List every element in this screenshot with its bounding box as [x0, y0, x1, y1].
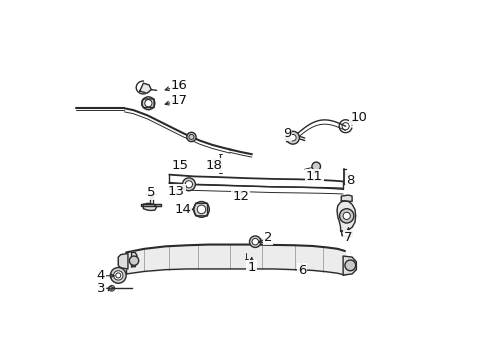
Text: 11: 11: [305, 170, 322, 183]
Polygon shape: [140, 83, 151, 93]
Polygon shape: [140, 204, 161, 206]
Circle shape: [110, 267, 126, 283]
Circle shape: [186, 132, 196, 141]
Text: 1: 1: [247, 261, 255, 274]
Circle shape: [129, 256, 139, 265]
Text: 10: 10: [349, 111, 366, 124]
Circle shape: [286, 131, 299, 144]
Polygon shape: [336, 201, 355, 231]
Circle shape: [113, 271, 122, 280]
Text: 17: 17: [170, 94, 187, 107]
Text: 5: 5: [147, 186, 155, 199]
Circle shape: [182, 178, 195, 191]
Polygon shape: [131, 252, 137, 267]
Text: 13: 13: [167, 185, 184, 198]
Circle shape: [109, 285, 115, 291]
Circle shape: [249, 236, 261, 247]
Circle shape: [144, 100, 152, 107]
Text: 7: 7: [344, 231, 352, 244]
Circle shape: [185, 181, 192, 188]
Circle shape: [289, 134, 296, 141]
Polygon shape: [341, 231, 351, 237]
Text: 8: 8: [346, 174, 354, 186]
Circle shape: [142, 97, 155, 110]
Polygon shape: [341, 195, 351, 202]
Circle shape: [251, 238, 258, 245]
Circle shape: [343, 212, 349, 220]
Text: 12: 12: [232, 190, 249, 203]
Polygon shape: [143, 203, 156, 211]
Text: 15: 15: [171, 159, 188, 172]
Text: 3: 3: [97, 282, 105, 295]
Text: 14: 14: [174, 203, 191, 216]
Polygon shape: [343, 256, 356, 275]
Circle shape: [339, 209, 353, 223]
Circle shape: [311, 162, 320, 171]
Text: 9: 9: [282, 127, 290, 140]
Text: 16: 16: [170, 79, 187, 92]
Polygon shape: [118, 253, 128, 269]
Text: 2: 2: [263, 231, 271, 244]
Circle shape: [197, 205, 205, 214]
Circle shape: [193, 202, 209, 217]
Text: 18: 18: [205, 159, 222, 172]
Text: 6: 6: [297, 264, 305, 277]
Text: 4: 4: [97, 269, 105, 282]
Circle shape: [344, 260, 355, 271]
